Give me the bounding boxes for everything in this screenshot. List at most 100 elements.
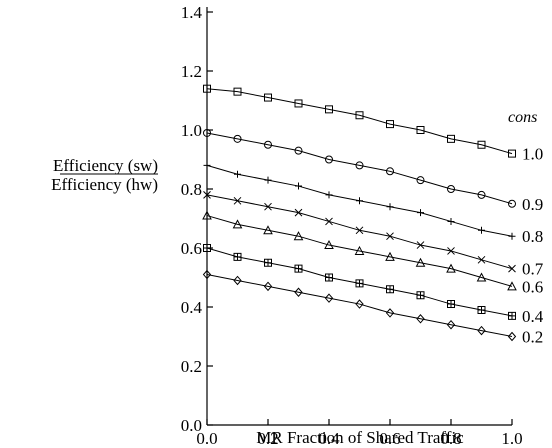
series-labels: 1.0 0.9 0.8 0.70.6 0.4 0.2: [522, 145, 544, 347]
data-point: [478, 226, 485, 234]
data-point: [386, 167, 394, 176]
series-line: [206, 274, 513, 337]
data-point: [202, 269, 212, 280]
data-point: [294, 287, 303, 298]
data-point: [294, 146, 303, 155]
series-0-6: [202, 210, 517, 291]
series-label: 0.2: [522, 328, 543, 347]
y-tick-label: 0.0: [181, 416, 202, 435]
data-point: [355, 279, 364, 288]
x-axis-title: MR Fraction of Shared Traffic: [256, 428, 464, 447]
series-line: [206, 88, 513, 155]
data-point: [203, 84, 211, 93]
y-tick-label: 1.0: [181, 121, 202, 140]
series-label: 0.8: [522, 227, 543, 246]
data-point: [416, 291, 425, 300]
x-tick-label: 0.8: [440, 429, 461, 448]
series-label: 0.7: [522, 260, 544, 279]
series-0-4: [203, 244, 516, 320]
data-point: [447, 217, 455, 225]
data-point: [507, 281, 517, 291]
data-point: [263, 225, 273, 235]
data-point: [447, 134, 455, 143]
y-tick-label: 0.8: [181, 180, 202, 199]
data-point: [355, 111, 364, 120]
data-point: [446, 263, 456, 273]
data-point: [508, 199, 516, 208]
series-0-2: [202, 269, 517, 342]
data-point: [203, 128, 211, 137]
data-point: [508, 264, 516, 273]
y-tick-label: 0.2: [181, 357, 202, 376]
data-point: [293, 231, 304, 241]
data-point: [233, 196, 242, 205]
data-point: [447, 300, 455, 309]
data-point: [507, 331, 517, 342]
data-point: [508, 232, 516, 240]
series-line: [206, 132, 513, 205]
data-point: [264, 140, 272, 149]
data-point: [417, 209, 424, 217]
data-point: [233, 87, 242, 96]
legend-title: cons: [508, 109, 537, 126]
data-point: [234, 170, 241, 178]
data-point: [386, 285, 394, 294]
series-label: 0.4: [522, 307, 544, 326]
series-layer: [202, 84, 517, 342]
data-point: [233, 134, 242, 143]
axes: [206, 7, 512, 426]
series-0-9: [203, 128, 516, 208]
data-point: [416, 126, 425, 134]
data-point: [386, 120, 394, 129]
data-point: [325, 217, 333, 226]
x-ticks: 0.0 0.2 0.4 0.6 0.8 1.0: [196, 419, 523, 448]
data-point: [447, 247, 455, 255]
data-point: [325, 155, 333, 164]
data-point: [477, 305, 486, 314]
series-line: [206, 194, 513, 270]
y-tick-label: 0.6: [181, 239, 202, 258]
data-point: [325, 273, 333, 282]
data-point: [264, 93, 272, 102]
y-axis-title-bottom: Efficiency (hw): [51, 175, 158, 194]
y-tick-label: 0.4: [181, 298, 203, 317]
data-point: [294, 99, 303, 108]
data-point: [264, 176, 272, 184]
series-line: [206, 215, 513, 287]
data-point: [294, 208, 303, 217]
data-point: [203, 161, 211, 169]
data-point: [203, 191, 211, 199]
data-point: [508, 149, 516, 158]
x-tick-label: 0.0: [196, 429, 217, 448]
data-point: [232, 219, 243, 229]
data-point: [294, 264, 303, 273]
data-point: [446, 319, 456, 330]
x-tick-label: 0.2: [257, 429, 278, 448]
data-point: [477, 325, 486, 336]
data-point: [447, 185, 455, 193]
series-0-7: [203, 191, 516, 273]
data-point: [385, 308, 395, 318]
data-point: [355, 226, 364, 235]
data-point: [416, 314, 425, 324]
series-1-0: [203, 84, 516, 158]
data-point: [386, 203, 394, 211]
x-tick-label: 0.6: [379, 429, 400, 448]
data-point: [355, 161, 364, 170]
data-point: [324, 293, 334, 303]
data-point: [325, 191, 333, 199]
data-point: [263, 281, 273, 292]
y-axis-title-top: Efficiency (sw): [53, 156, 158, 175]
data-point: [356, 197, 363, 205]
y-ticks: 0.0 0.2 0.4 0.6 0.8 1.0 1.2 1.4: [181, 3, 213, 435]
x-tick-label: 1.0: [501, 429, 522, 448]
data-point: [325, 105, 333, 114]
data-point: [203, 244, 211, 252]
data-point: [202, 210, 212, 220]
data-point: [355, 299, 364, 309]
data-point: [264, 258, 272, 267]
data-point: [477, 255, 486, 264]
data-point: [416, 176, 425, 185]
series-label: 0.6: [522, 277, 543, 296]
